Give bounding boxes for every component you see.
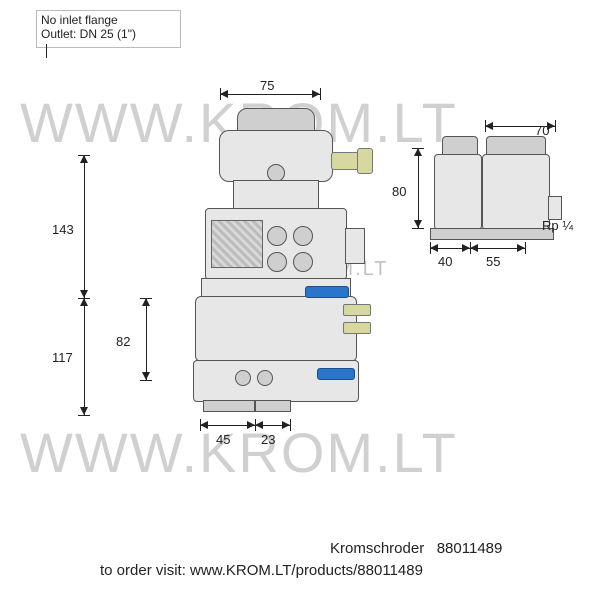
part-number: 88011489 <box>437 540 503 557</box>
footer-brand: Kromschroder 88011489 <box>330 540 502 557</box>
order-prefix: to order visit: <box>100 562 190 579</box>
dim-label-d70: 70 <box>535 123 549 138</box>
watermark-2: WWW.KROM.LT <box>20 420 458 485</box>
dim-label-d55: 55 <box>486 254 500 269</box>
dim-label-d45: 45 <box>216 432 230 447</box>
header-leader <box>46 44 47 58</box>
aux-device <box>430 136 560 246</box>
header-line1: No inlet flange <box>41 13 176 27</box>
dim-label-d23: 23 <box>261 432 275 447</box>
footer-order-line: to order visit: www.KROM.LT/products/880… <box>100 562 423 579</box>
aux-port-label: Rp ¼ <box>542 218 573 233</box>
diagram-canvas: No inlet flange Outlet: DN 25 (1") WWW.K… <box>0 0 600 600</box>
dim-label-d80: 80 <box>392 184 406 199</box>
header-box: No inlet flange Outlet: DN 25 (1") <box>36 10 181 48</box>
dim-label-d143: 143 <box>52 222 74 237</box>
header-line2: Outlet: DN 25 (1") <box>41 27 176 41</box>
main-device <box>175 108 375 428</box>
order-url: www.KROM.LT/products/88011489 <box>190 562 423 579</box>
dim-label-d82: 82 <box>116 334 130 349</box>
dim-label-d75: 75 <box>260 78 274 93</box>
brand-label: Kromschroder <box>330 540 424 557</box>
dim-label-d40: 40 <box>438 254 452 269</box>
dim-label-d117: 117 <box>52 350 73 365</box>
